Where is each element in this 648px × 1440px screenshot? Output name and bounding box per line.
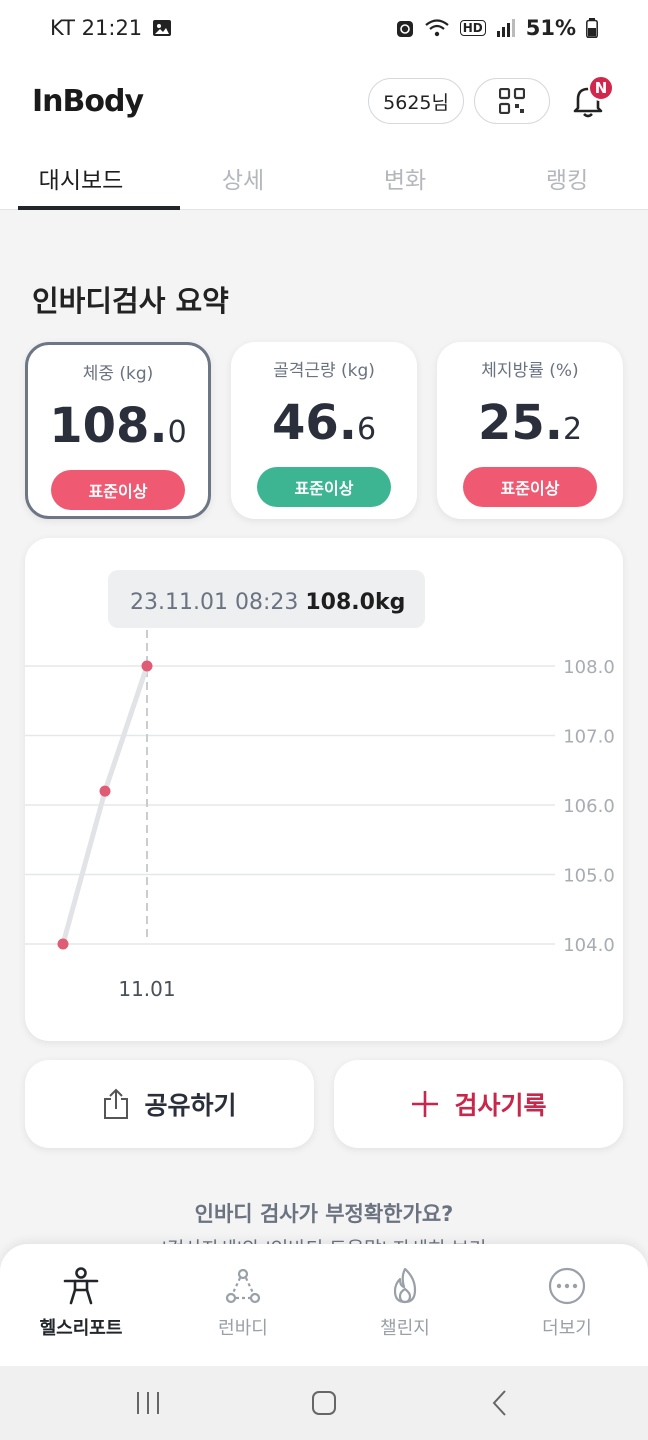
status-bar: KT 21:21 HD 51% xyxy=(0,0,648,56)
flame-icon xyxy=(393,1267,417,1304)
tooltip-box xyxy=(108,570,425,628)
y-tick-label: 108.0 xyxy=(563,657,615,678)
y-tick-label: 104.0 xyxy=(563,935,615,956)
weight-label: 체중 (kg) xyxy=(82,364,154,384)
y-tick-label: 105.0 xyxy=(563,866,615,887)
fat-card[interactable]: 체지방률 (%) 25.2 표준이상 xyxy=(437,342,623,519)
data-point xyxy=(141,660,153,672)
notification-badge: N xyxy=(588,75,614,101)
carrier-time: KT 21:21 xyxy=(50,16,143,40)
recycle-icon xyxy=(396,18,414,38)
fat-label: 체지방률 (%) xyxy=(481,361,579,381)
qr-icon xyxy=(499,88,525,114)
recent-apps-icon[interactable] xyxy=(133,1388,163,1418)
hd-icon: HD xyxy=(459,20,486,36)
weight-status-badge: 표준이상 xyxy=(51,470,185,510)
fat-status-badge: 표준이상 xyxy=(463,467,597,507)
weight-value: 108.0 xyxy=(49,398,187,454)
nav-more[interactable]: 더보기 xyxy=(486,1244,648,1366)
tab-detail[interactable]: 상세 xyxy=(221,167,265,194)
battery-icon xyxy=(586,18,598,38)
app-header: InBody 5625님 N xyxy=(0,56,648,146)
gallery-icon xyxy=(152,18,172,38)
notification-button[interactable]: N xyxy=(560,73,616,129)
data-point xyxy=(99,785,111,797)
tab-dashboard[interactable]: 대시보드 xyxy=(0,146,180,210)
nav-health-report-label: 헬스리포트 xyxy=(39,1318,123,1339)
muscle-card[interactable]: 골격근량 (kg) 46.6 표준이상 xyxy=(231,342,417,519)
x-tick-label: 11.01 xyxy=(118,977,175,1001)
nav-health-report[interactable]: 헬스리포트 xyxy=(0,1244,162,1366)
nav-more-label: 더보기 xyxy=(542,1318,592,1339)
data-point xyxy=(57,938,69,950)
signal-icon xyxy=(496,19,516,37)
share-label: 공유하기 xyxy=(144,1091,237,1120)
battery-text: 51% xyxy=(525,16,576,40)
muscle-value: 46.6 xyxy=(271,395,377,451)
run-icon xyxy=(225,1268,261,1304)
tab-change[interactable]: 변화 xyxy=(383,167,427,194)
system-nav-bar xyxy=(0,1366,648,1440)
person-icon xyxy=(63,1267,99,1305)
tab-bar: 대시보드 상세 변화 랭킹 xyxy=(0,146,648,210)
plus-icon xyxy=(412,1091,439,1117)
tooltip-text: 23.11.01 08:23 108.0kg xyxy=(130,590,405,615)
section-title: 인바디검사 요약 xyxy=(32,284,229,318)
back-icon[interactable] xyxy=(485,1388,515,1418)
share-button[interactable]: 공유하기 xyxy=(25,1060,314,1148)
record-label: 검사기록 xyxy=(454,1091,547,1120)
app-logo: InBody xyxy=(32,83,144,119)
home-icon[interactable] xyxy=(309,1388,339,1418)
nav-challenge-label: 챌린지 xyxy=(380,1318,430,1339)
muscle-status-badge: 표준이상 xyxy=(257,467,391,507)
qr-button[interactable] xyxy=(474,78,550,124)
y-tick-label: 106.0 xyxy=(563,796,615,817)
muscle-label: 골격근량 (kg) xyxy=(273,361,375,381)
fat-value: 25.2 xyxy=(477,395,583,451)
nav-runbody[interactable]: 런바디 xyxy=(162,1244,324,1366)
share-icon xyxy=(104,1088,129,1119)
y-tick-label: 107.0 xyxy=(563,727,615,748)
nav-challenge[interactable]: 챌린지 xyxy=(324,1244,486,1366)
help-question[interactable]: 인바디 검사가 부정확한가요? xyxy=(194,1202,454,1226)
user-chip[interactable]: 5625님 xyxy=(368,78,464,124)
weight-chart-card[interactable]: 108.0 107.0 106.0 105.0 104.0 23.11.01 08:23 … xyxy=(25,538,623,1041)
nav-runbody-label: 런바디 xyxy=(218,1318,268,1339)
record-button[interactable]: 검사기록 xyxy=(334,1060,623,1148)
more-icon xyxy=(548,1267,586,1305)
tab-ranking[interactable]: 랭킹 xyxy=(545,167,589,194)
weight-chart[interactable]: 108.0 107.0 106.0 105.0 104.0 23.11.01 08:23 … xyxy=(25,538,623,1041)
weight-card[interactable]: 체중 (kg) 108.0 표준이상 xyxy=(25,342,211,519)
bottom-nav: 헬스리포트 런바디 챌린지 더보기 xyxy=(0,1244,648,1366)
wifi-icon xyxy=(424,18,450,38)
